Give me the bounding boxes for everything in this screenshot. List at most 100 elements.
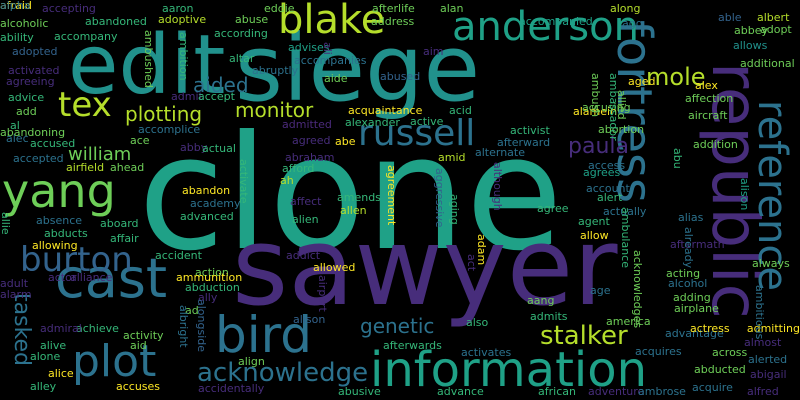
cloud-word: abbey [734,24,768,37]
cloud-word: actual [202,142,236,155]
cloud-word: account [586,182,630,195]
cloud-word: advantage [665,327,724,340]
cloud-word: admiral [40,322,82,335]
cloud-word: abu [671,148,684,169]
cloud-word: activate [237,159,250,204]
cloud-word: acquire [692,381,733,394]
cloud-word: accept [198,90,235,103]
cloud-word: afterwards [383,339,442,352]
cloud-word: admit [171,90,203,103]
cloud-word: ambush [589,73,602,118]
cloud-word: alert [597,191,623,204]
cloud-word: william [68,144,132,165]
cloud-word: admits [530,310,568,323]
cloud-word: abraham [285,151,335,164]
cloud-word: aaron [162,2,194,15]
cloud-word: alternate [475,146,525,159]
cloud-word: ambitious [753,285,766,340]
cloud-word: almost [744,336,782,349]
cloud-word: albright [177,305,190,348]
cloud-word: abducts [44,227,88,240]
cloud-word: abuse [235,13,269,26]
cloud-word: activist [510,124,550,137]
cloud-word: airplane [674,302,719,315]
cloud-word: alan [440,2,464,15]
cloud-word: alcohol [668,277,708,290]
cloud-word: aged [628,75,656,88]
cloud-word: acknowledge [197,358,369,388]
cloud-word: amends [337,191,381,204]
cloud-word: accused [30,137,76,150]
cloud-word: al [10,119,20,132]
cloud-word: advance [437,385,484,398]
cloud-word: abe [335,135,356,148]
cloud-word: align [238,355,265,368]
cloud-word: alongside [195,299,208,353]
cloud-word: alliance [70,271,113,284]
cloud-word: allow [580,229,609,242]
cloud-word: adoptive [158,13,207,26]
cloud-word: genetic [360,314,435,338]
cloud-word: alison [293,313,326,326]
cloud-word: alien [292,213,319,226]
cloud-word: alarm [0,288,32,301]
cloud-word: academy [190,197,241,210]
cloud-word: yang [2,164,116,218]
cloud-word: abruptly [252,64,299,77]
cloud-word: also [466,316,489,329]
cloud-word: ammunition [176,271,243,284]
cloud-word: allied [615,90,628,120]
cloud-word: action [195,266,229,279]
cloud-word: ali [321,42,334,55]
cloud-word: paula [568,134,629,159]
cloud-word: agrees [583,166,621,179]
cloud-word: abused [380,70,421,83]
cloud-word: monitor [235,98,314,122]
cloud-word: advanced [180,210,234,223]
cloud-word: edit [68,18,226,113]
cloud-word: adopted [12,45,58,58]
cloud-word: along [610,2,641,15]
cloud-word: always [752,257,790,270]
cloud-word: abandoned [85,15,147,28]
cloud-word: agreement [385,165,398,226]
cloud-word: absence [36,214,83,227]
cloud-word: sawyer [232,205,618,330]
cloud-word: stalker [540,321,628,351]
cloud-word: accompany [54,30,118,43]
cloud-word: ambushed [142,30,155,88]
cloud-word: alias [678,211,704,224]
cloud-word: aftermath [670,238,725,251]
cloud-word: agent [578,215,610,228]
cloud-word: active [410,115,444,128]
cloud-word: addition [693,138,738,151]
cloud-word: accomplice [138,123,201,136]
cloud-word: acid [449,104,472,117]
cloud-word: ad [185,304,199,317]
cloud-word: aircraft [688,109,728,122]
cloud-word: alone [30,350,61,363]
cloud-word: clone [138,102,563,286]
cloud-word: plot [72,336,157,387]
cloud-word: ambrose [638,385,686,398]
cloud-word: addict [286,249,321,262]
cloud-word: burton [20,240,133,280]
cloud-word: cast [55,247,168,310]
cloud-word: tasked [9,293,34,367]
cloud-word: mole [646,63,706,91]
cloud-word: allows [733,39,768,52]
cloud-word: alexander [345,116,400,129]
cloud-word: admitting [746,322,800,335]
cloud-word: allowing [32,239,78,252]
cloud-word: achieve [76,322,119,335]
cloud-word: activated [8,64,60,77]
cloud-word: aggressive [433,168,446,228]
cloud-word: accident [155,249,202,262]
cloud-word: accompanied [519,15,593,28]
cloud-word: abortion [598,123,645,136]
cloud-word: plotting [125,102,203,126]
cloud-word: adventure [588,385,645,398]
cloud-word: alice [48,367,74,380]
cloud-word: agreeing [6,75,55,88]
